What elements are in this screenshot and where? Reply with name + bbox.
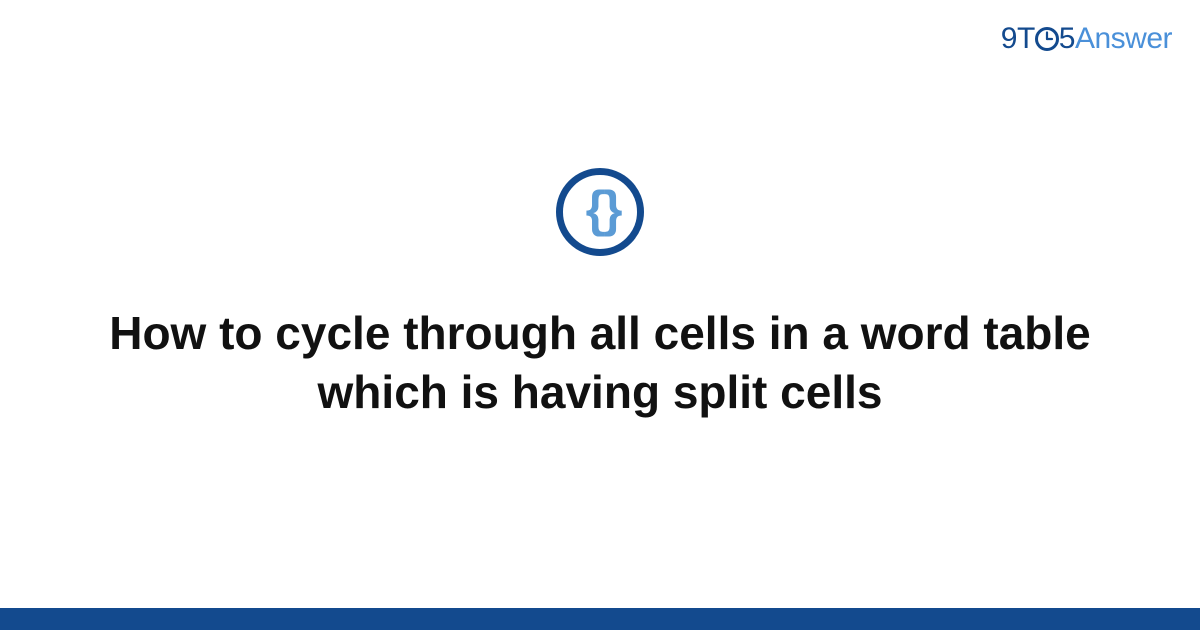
page-title: How to cycle through all cells in a word… — [75, 304, 1125, 422]
main-content: { } How to cycle through all cells in a … — [0, 0, 1200, 630]
category-icon-ring: { } — [556, 168, 644, 256]
braces-icon: { } — [586, 184, 615, 240]
footer-bar — [0, 608, 1200, 630]
